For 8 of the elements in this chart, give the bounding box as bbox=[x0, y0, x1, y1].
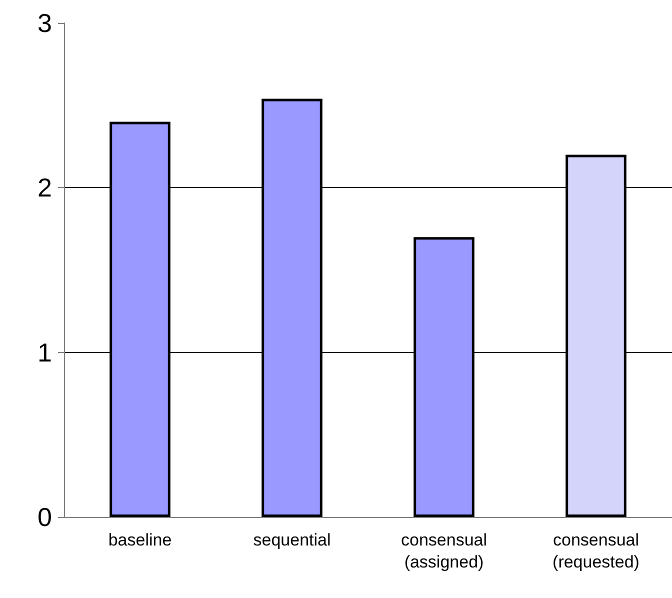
y-tick-label: 3 bbox=[38, 8, 52, 38]
x-tick-label: baseline bbox=[108, 530, 172, 550]
y-tick-label: 1 bbox=[38, 337, 52, 368]
x-tick-label: consensual (requested) bbox=[552, 530, 640, 572]
x-tick-label: sequential bbox=[253, 530, 331, 550]
y-tick-label: 2 bbox=[38, 172, 52, 203]
y-tick-label: 0 bbox=[38, 502, 52, 532]
x-tick-label: consensual (assigned) bbox=[400, 530, 488, 572]
